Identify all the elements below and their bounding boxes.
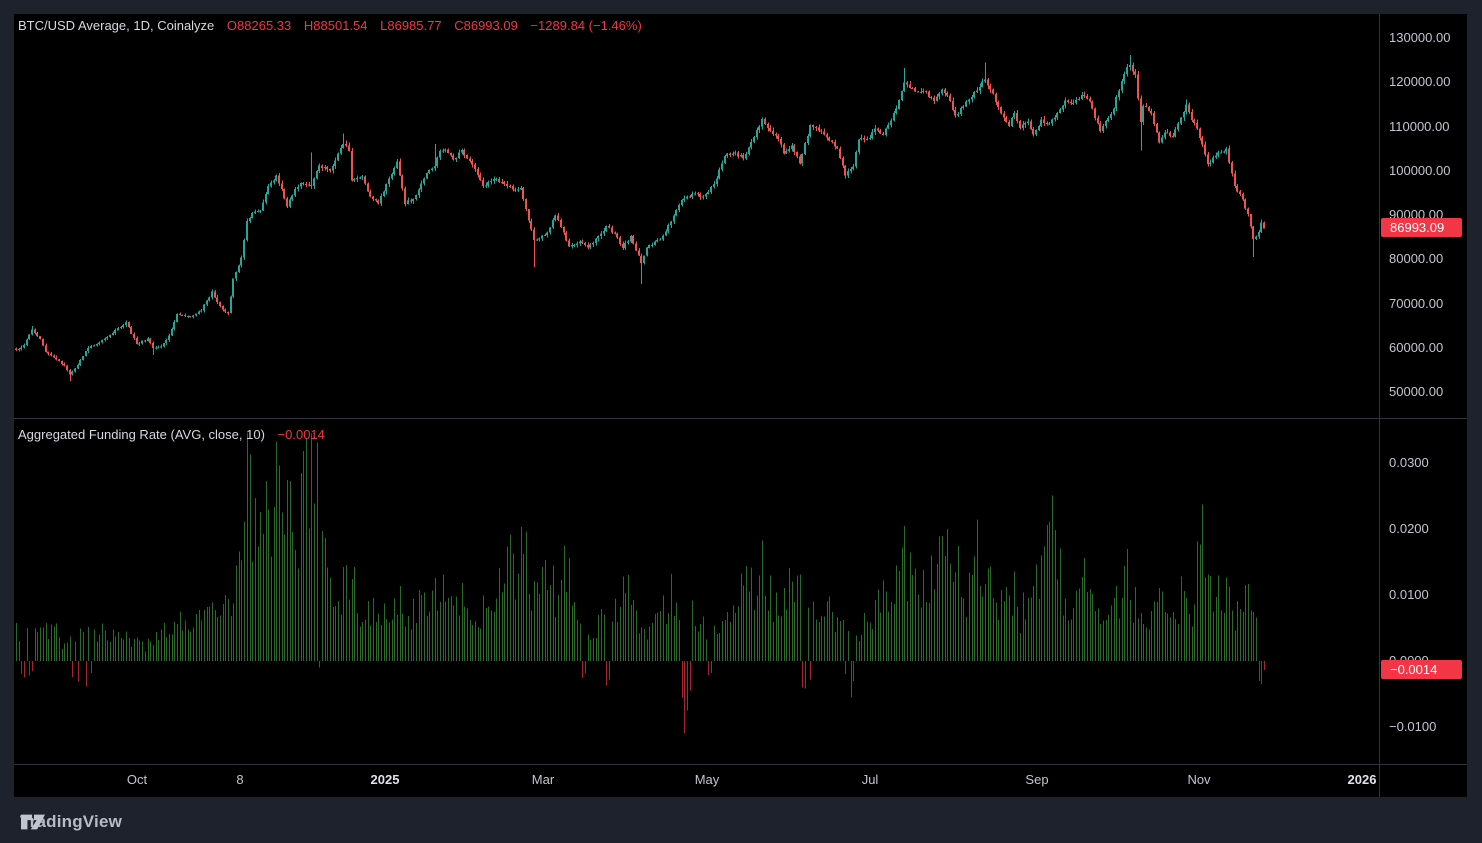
price-axis-tick: 80000.00 [1389,251,1444,267]
time-axis-label: 2025 [370,772,400,787]
price-change: −1289.84 (−1.46%) [530,18,642,33]
price-axis-tick: 60000.00 [1389,339,1444,355]
funding-rate-pane[interactable] [14,419,1379,763]
time-axis-label: 8 [236,772,244,787]
time-axis-label: Nov [1187,772,1211,787]
funding-value-label: −0.0014 [1381,660,1462,680]
tradingview-logo-text: TradingView [20,812,123,831]
ohlc-high: H88501.54 [303,18,368,33]
price-axis-border [1379,14,1380,797]
time-axis-label: Sep [1025,772,1049,787]
price-pane-legend: BTC/USD Average, 1D, Coinalyze O88265.33… [18,18,642,33]
price-axis-tick: 70000.00 [1389,295,1444,311]
tradingview-logo[interactable]: TradingView [20,804,122,840]
indicator-value: −0.0014 [277,427,325,442]
candlestick-series [15,54,1265,381]
funding-axis-tick: −0.0100 [1389,719,1437,734]
pane-divider[interactable] [14,418,1467,419]
chart-background [14,14,1467,797]
price-axis-tick: 100000.00 [1389,162,1451,178]
price-axis-tick: 120000.00 [1389,74,1451,90]
tradingview-logo-icon [21,814,45,830]
funding-axis-tick: 0.0100 [1389,587,1429,602]
symbol-title[interactable]: BTC/USD Average, 1D, Coinalyze [18,18,215,33]
price-axis-tick: 90000.00 [1389,207,1444,222]
price-axis-tick: 130000.00 [1389,30,1451,45]
time-axis-label: 2026 [1347,772,1377,787]
last-price-label: 86993.09 [1381,218,1462,238]
time-axis-label: Mar [531,772,555,787]
ohlc-close: C86993.09 [454,18,518,33]
ohlc-low: L86985.77 [380,18,442,33]
time-axis-label: Oct [126,772,148,787]
price-pane[interactable] [14,14,1379,418]
time-axis-label: May [694,772,720,787]
time-axis-label: Jul [861,772,879,787]
funding-bar-series [16,433,1265,733]
time-axis[interactable]: Oct 8 2025 Mar May Jul Sep Nov 2026 [14,765,1379,797]
funding-pane-legend: Aggregated Funding Rate (AVG, close, 10)… [18,427,325,442]
indicator-title[interactable]: Aggregated Funding Rate (AVG, close, 10) [18,427,265,442]
price-axis[interactable]: 86993.09 −0.0014 130000.00 120000.00 11000… [1380,14,1467,763]
price-axis-tick: 50000.00 [1389,384,1444,399]
price-axis-tick: 110000.00 [1389,118,1450,134]
ohlc-open: O88265.33 [226,18,292,33]
time-axis-border [14,764,1467,765]
funding-axis-tick: 0.0300 [1389,455,1429,470]
funding-axis-tick: 0.0200 [1389,521,1429,536]
